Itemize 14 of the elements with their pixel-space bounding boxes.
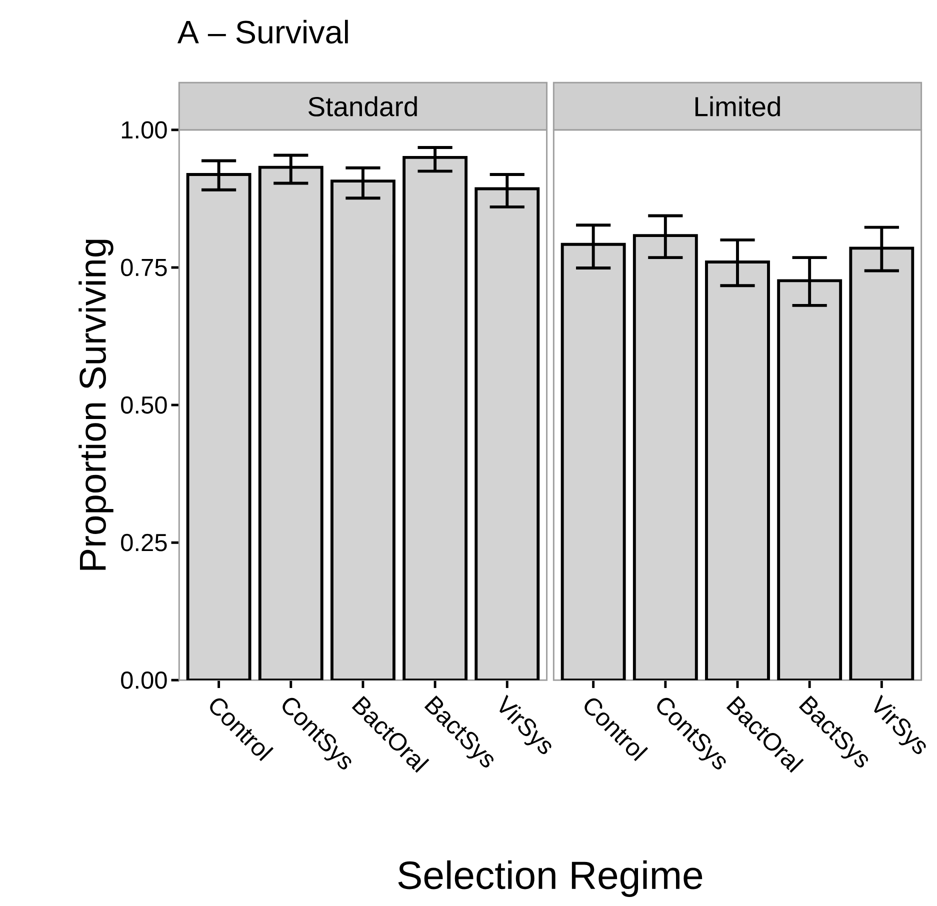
y-tick-label: 1.00: [122, 121, 167, 139]
y-axis-title: Proportion Surviving: [78, 240, 114, 570]
bar: [706, 262, 768, 680]
chart-subtitle: Limited: [695, 96, 780, 117]
chart-subtitle: Standard: [308, 96, 417, 117]
x-axis-title: Selection Regime: [398, 860, 702, 898]
y-tick-label: 0.25: [121, 534, 167, 552]
bar: [562, 244, 624, 680]
y-tick-label: 0.00: [121, 672, 167, 690]
y-tick-label: 0.75: [121, 259, 167, 276]
bar: [778, 280, 841, 680]
y-tick-label: 0.50: [121, 396, 167, 414]
chart-title: A – Survival: [177, 20, 348, 44]
bar: [634, 236, 696, 680]
